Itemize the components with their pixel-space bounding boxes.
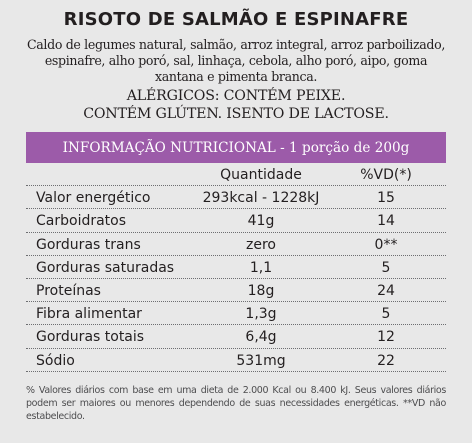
nutrient-name: Proteínas — [36, 282, 101, 299]
nutrient-vd: 24 — [377, 282, 395, 299]
nutrient-quantity: 1,3g — [245, 306, 277, 323]
nutrition-header-text: INFORMAÇÃO NUTRICIONAL - 1 porção de 200… — [62, 139, 410, 156]
table-row: Gorduras totais 6,4g 12 — [26, 325, 446, 349]
table-row: Proteínas 18g 24 — [26, 279, 446, 303]
nutrient-name: Sódio — [36, 352, 75, 369]
table-row: Fibra alimentar 1,3g 5 — [26, 302, 446, 326]
nutrient-vd: 22 — [377, 352, 395, 369]
nutrient-name: Fibra alimentar — [36, 306, 142, 323]
nutrient-quantity: 293kcal - 1228kJ — [202, 190, 320, 207]
nutrient-vd: 5 — [381, 306, 391, 323]
table-row: Sódio 531mg 22 — [26, 349, 446, 372]
nutrition-table: Quantidade %VD(*) Valor energético 293kc… — [26, 163, 446, 372]
nutrient-name: Carboidratos — [36, 213, 127, 230]
table-row: Gorduras saturadas 1,1 5 — [26, 256, 446, 279]
table-row: Valor energético 293kcal - 1228kJ 15 — [26, 186, 446, 210]
table-row: Gorduras trans zero 0** — [26, 233, 446, 256]
nutrient-quantity: 41g — [247, 213, 275, 230]
nutrient-name: Gorduras totais — [36, 329, 145, 346]
nutrition-header-bar: INFORMAÇÃO NUTRICIONAL - 1 porção de 200… — [26, 132, 446, 163]
column-header-vd: %VD(*) — [360, 167, 412, 183]
nutrient-quantity: 531mg — [236, 352, 286, 369]
nutrient-vd: 14 — [377, 213, 395, 230]
nutrient-quantity: 1,1 — [249, 259, 273, 276]
nutrient-name: Gorduras saturadas — [36, 259, 175, 276]
nutrient-vd: 0** — [374, 236, 398, 253]
nutrient-name: Gorduras trans — [36, 236, 141, 253]
nutrient-name: Valor energético — [36, 190, 151, 207]
nutrient-vd: 12 — [377, 329, 395, 346]
nutrition-footnote: % Valores diários com base em uma dieta … — [26, 385, 446, 422]
table-header-row: Quantidade %VD(*) — [26, 163, 446, 187]
column-header-quantity: Quantidade — [220, 167, 302, 183]
nutrient-quantity: zero — [246, 236, 276, 253]
allergen-warning-fish: ALÉRGICOS: CONTÉM PEIXE. — [126, 88, 346, 104]
product-title: RISOTO DE SALMÃO E ESPINAFRE — [63, 9, 409, 30]
nutrient-quantity: 18g — [247, 282, 275, 299]
ingredients-text: Caldo de legumes natural, salmão, arroz … — [26, 37, 445, 84]
nutrient-quantity: 6,4g — [245, 329, 277, 346]
nutrient-vd: 5 — [381, 259, 391, 276]
allergen-warning-gluten-lactose: CONTÉM GLÚTEN. ISENTO DE LACTOSE. — [83, 106, 389, 122]
nutrient-vd: 15 — [377, 190, 395, 207]
table-row: Carboidratos 41g 14 — [26, 209, 446, 233]
